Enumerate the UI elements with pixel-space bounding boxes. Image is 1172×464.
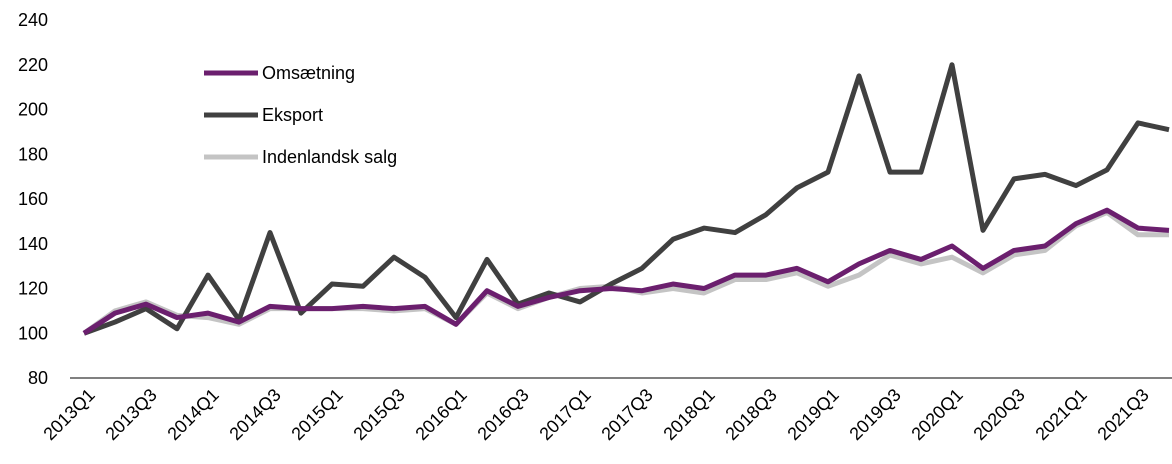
- x-tick-label: 2020Q1: [907, 385, 966, 444]
- x-tick-label: 2018Q3: [721, 385, 780, 444]
- x-tick-label: 2014Q3: [225, 385, 284, 444]
- x-tick-label: 2015Q3: [349, 385, 408, 444]
- x-tick-label: 2013Q3: [101, 385, 160, 444]
- x-tick-label: 2014Q1: [163, 385, 222, 444]
- legend-label: Omsætning: [262, 63, 355, 83]
- y-tick-label: 180: [18, 144, 48, 164]
- x-tick-label: 2021Q1: [1031, 385, 1090, 444]
- x-tick-label: 2013Q1: [39, 385, 98, 444]
- x-tick-label: 2019Q1: [783, 385, 842, 444]
- series-line: [82, 209, 1169, 336]
- y-tick-label: 160: [18, 189, 48, 209]
- x-tick-label: 2018Q1: [659, 385, 718, 444]
- y-tick-label: 200: [18, 100, 48, 120]
- y-tick-label: 80: [28, 368, 48, 388]
- x-tick-label: 2016Q1: [411, 385, 470, 444]
- y-tick-label: 240: [18, 10, 48, 30]
- x-tick-label: 2021Q3: [1093, 385, 1152, 444]
- legend-label: Eksport: [262, 105, 323, 125]
- y-tick-label: 100: [18, 323, 48, 343]
- y-tick-label: 140: [18, 234, 48, 254]
- x-tick-label: 2019Q3: [845, 385, 904, 444]
- y-tick-label: 220: [18, 55, 48, 75]
- y-tick-label: 120: [18, 279, 48, 299]
- x-tick-label: 2017Q3: [597, 385, 656, 444]
- series-line: [83, 62, 1170, 336]
- x-tick-label: 2015Q1: [287, 385, 346, 444]
- series-line: [82, 207, 1170, 336]
- x-tick-label: 2017Q1: [535, 385, 594, 444]
- x-tick-label: 2020Q3: [969, 385, 1028, 444]
- x-tick-label: 2016Q3: [473, 385, 532, 444]
- legend-label: Indenlandsk salg: [262, 147, 397, 167]
